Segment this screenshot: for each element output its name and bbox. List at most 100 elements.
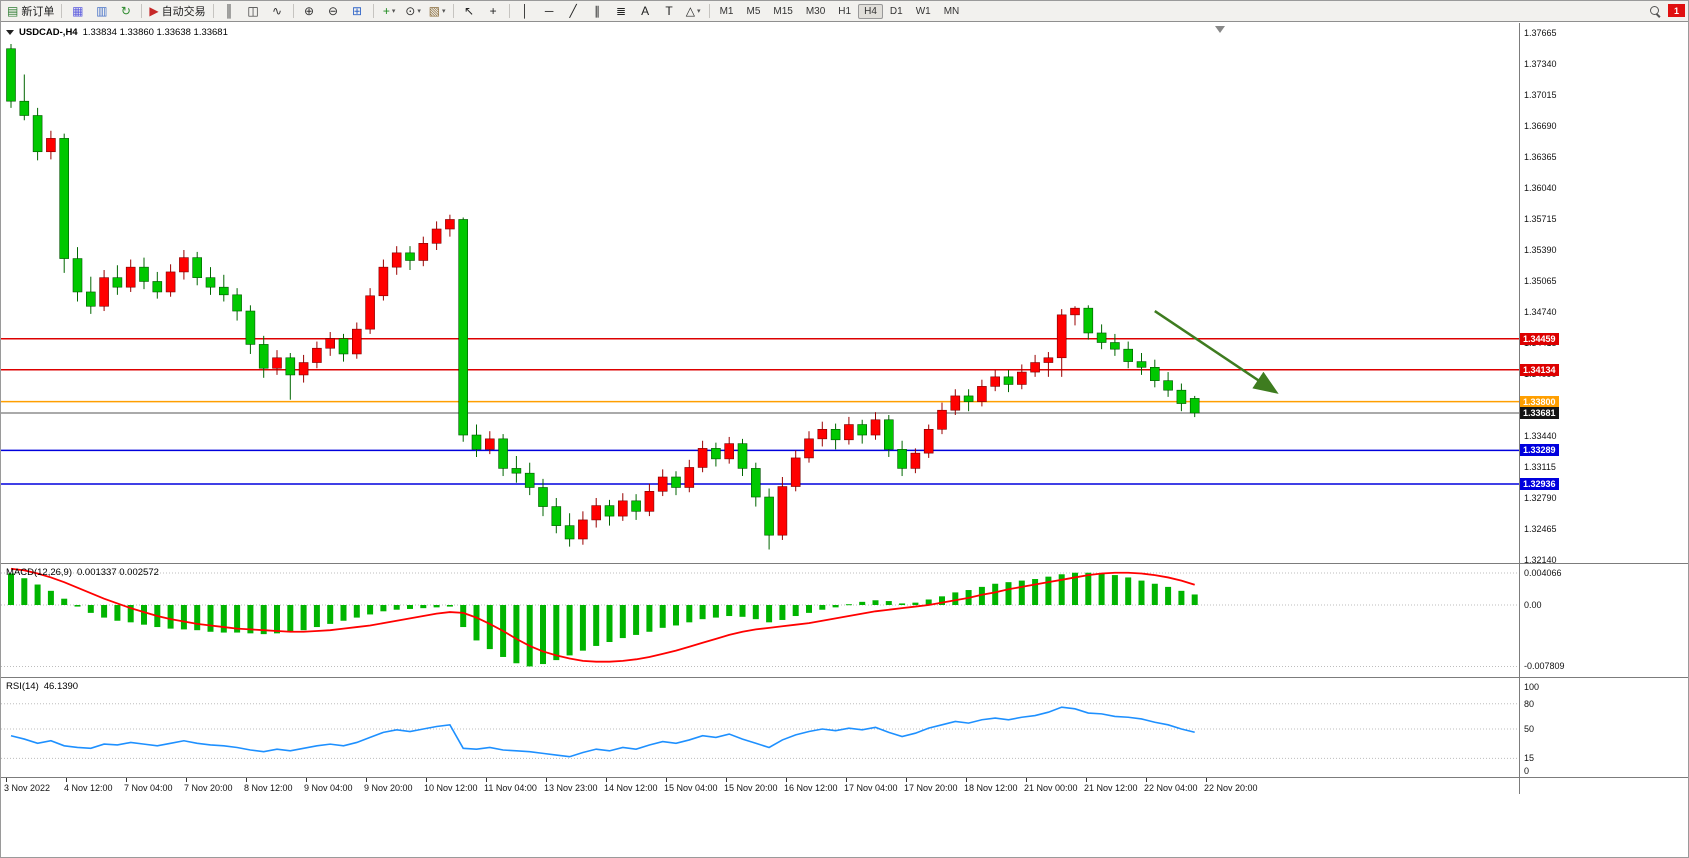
time-label: 22 Nov 20:00 [1204,783,1258,793]
price-tick-label: 1.34740 [1524,306,1557,317]
rsi-tick-label: 50 [1524,724,1535,734]
time-label: 21 Nov 00:00 [1024,783,1078,793]
bar-chart-type-button[interactable]: ║ [218,2,241,21]
periods-button[interactable]: ⊙ ▾ [402,2,425,21]
price-tick-label: 1.35715 [1524,213,1557,224]
crosshair-icon: + [489,4,497,18]
price-badge-support: 1.32936 [1520,478,1559,491]
macd-signal-line [10,567,1195,663]
candlestick-chart-type-button[interactable]: ◫ [242,2,265,21]
panel-splitter-rsi[interactable] [1,677,1688,678]
time-tick [606,778,607,782]
shapes-button[interactable]: △ ▾ [682,2,705,21]
candles-series [6,43,1200,550]
timeframe-m5-button[interactable]: M5 [746,5,761,17]
new-order-button-label: 新订单 [21,6,55,18]
time-tick [486,778,487,782]
time-label: 17 Nov 20:00 [904,783,958,793]
trend-arrow-annotation[interactable] [1154,309,1279,394]
timeframe-w1-button[interactable]: W1 [915,5,931,17]
price-tick-label: 1.32140 [1524,554,1557,565]
macd-histogram [8,572,1198,667]
macd-name: MACD(12,26,9) [6,567,72,578]
timeframe-m30-button[interactable]: M30 [805,5,826,17]
rsi-name: RSI(14) [6,681,39,692]
trendline-button[interactable]: ╱ [562,2,585,21]
time-tick [1086,778,1087,782]
timeframe-mn-button[interactable]: MN [943,5,960,17]
macd-tick-label: -0.007809 [1524,661,1565,672]
cursor-button[interactable]: ↖ [458,2,481,21]
time-tick [786,778,787,782]
channel-button[interactable]: ∥ [586,2,609,21]
macd-chart[interactable] [1,565,1519,677]
line-chart-type-button[interactable]: ∿ [266,2,289,21]
periods-icon: ⊙ [405,4,416,18]
auto-trading-button[interactable]: ▶ 自动交易 [146,2,208,21]
time-label: 10 Nov 12:00 [424,783,478,793]
data-window-button[interactable]: ▥ [90,2,113,21]
fibonacci-button[interactable]: ≣ [610,2,633,21]
timeframe-m15-button[interactable]: M15 [773,5,793,17]
price-tick-label: 1.35065 [1524,275,1557,286]
price-tick-label: 1.33115 [1524,461,1556,472]
time-tick [546,778,547,782]
time-tick [426,778,427,782]
zoom-in-button[interactable]: ⊕ [298,2,321,21]
time-tick [126,778,127,782]
price-badge-resistance: 1.34134 [1520,363,1559,376]
timeframe-h1-button[interactable]: H1 [838,5,852,17]
timeframe-m1-button[interactable]: M1 [719,5,734,17]
rsi-chart[interactable] [1,679,1519,777]
chart-shift-marker[interactable] [1215,26,1225,33]
rsi-label: RSI(14) 46.1390 [6,681,78,692]
timeframe-d1-button[interactable]: D1 [889,5,903,17]
text-label-button[interactable]: T [658,2,681,21]
toolbar-separator [292,4,294,18]
panel-splitter-macd[interactable] [1,563,1688,564]
refresh-button[interactable]: ↻ [114,2,137,21]
toolbar-separator [212,4,214,18]
data-window-icon: ▥ [96,4,108,18]
search-icon-tail [1655,13,1661,18]
price-badge-resistance: 1.34459 [1520,332,1559,345]
notification-badge: 1 [1668,4,1685,17]
one-click-trading-toggle[interactable] [6,30,14,35]
templates-button[interactable]: ▧ ▾ [426,2,449,21]
time-tick [366,778,367,782]
crosshair-button[interactable]: + [482,2,505,21]
search-icon[interactable] [1649,5,1662,18]
chevron-down-icon: ▾ [441,8,446,15]
toolbar-separator [141,4,143,18]
tile-windows-button[interactable]: ⊞ [346,2,369,21]
charts-window-button[interactable]: ▦ [66,2,89,21]
tile-windows-icon: ⊞ [352,4,363,18]
time-label: 22 Nov 04:00 [1144,783,1198,793]
toolbar-separator [61,4,63,18]
time-tick [726,778,727,782]
price-axis-border [1519,23,1520,794]
price-tick-label: 1.32790 [1524,492,1557,503]
price-tick-label: 1.37665 [1524,28,1557,38]
vertical-line-button[interactable]: │ [514,2,537,21]
timeframe-h4-button[interactable]: H4 [858,3,883,19]
time-tick [906,778,907,782]
templates-icon: ▧ [428,4,440,18]
rsi-value: 46.1390 [43,681,79,692]
time-tick [246,778,247,782]
auto-trading-button-label: 自动交易 [161,6,206,18]
horizontal-line-button[interactable]: ─ [538,2,561,21]
horizontal-line-icon: ─ [544,4,554,18]
price-tick-label: 1.36690 [1524,120,1557,131]
macd-label: MACD(12,26,9) 0.001337 0.002572 [6,567,159,578]
zoom-in-icon: ⊕ [304,4,315,18]
time-tick [1026,778,1027,782]
time-tick [1206,778,1207,782]
text-button[interactable]: A [634,2,657,21]
toolbar-separator [452,4,454,18]
new-order-button[interactable]: ▤ 新订单 [4,2,57,21]
indicators-button[interactable]: + ▾ [378,2,401,21]
price-chart[interactable] [1,23,1519,563]
zoom-out-button[interactable]: ⊖ [322,2,345,21]
